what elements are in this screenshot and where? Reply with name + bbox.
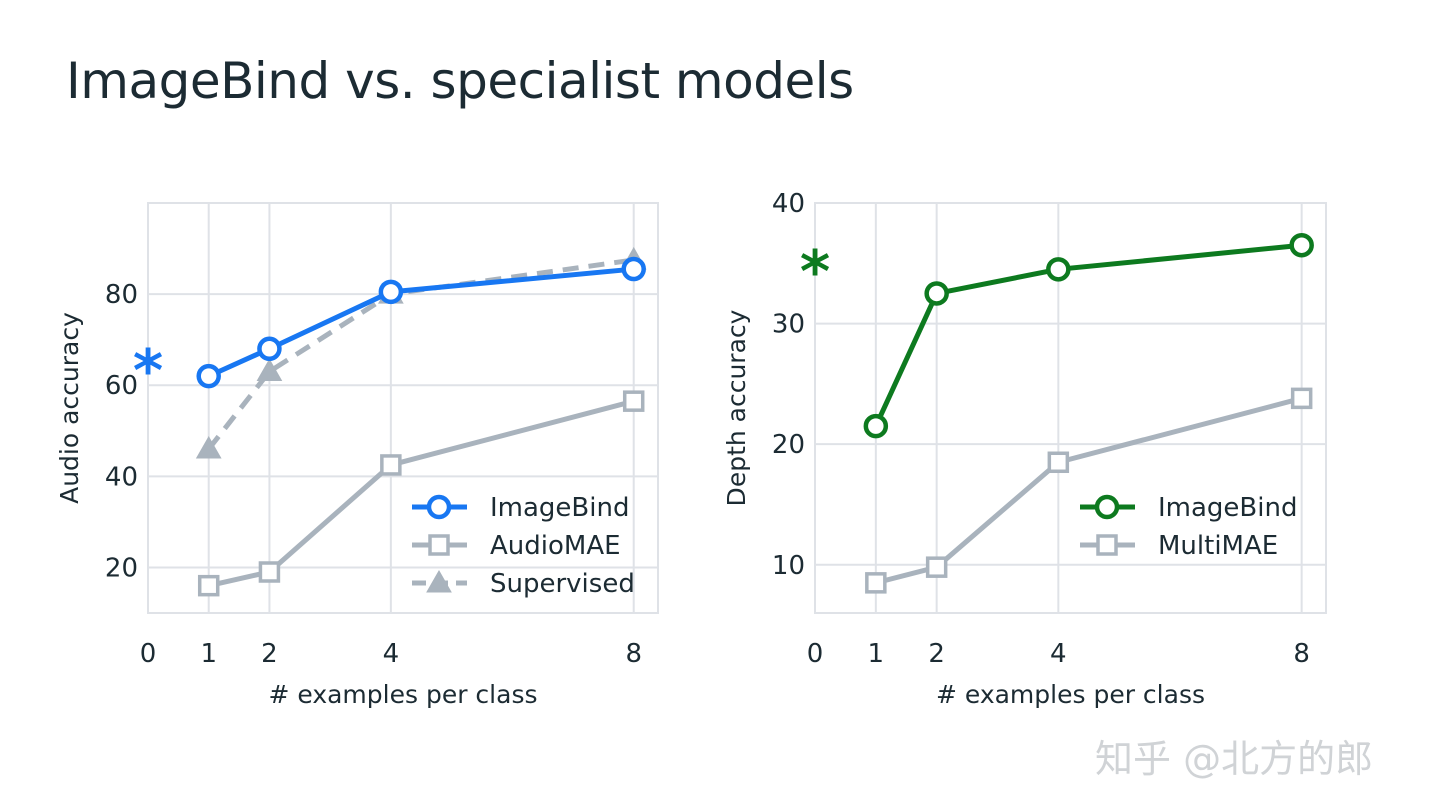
legend-marker xyxy=(1096,534,1118,556)
legend-marker xyxy=(426,494,452,520)
legend-label: AudioMAE xyxy=(490,531,621,561)
data-point xyxy=(1290,387,1313,410)
x-axis-label: # examples per class xyxy=(268,680,537,709)
y-tick-label: 10 xyxy=(772,551,805,581)
y-tick-label: 60 xyxy=(105,371,138,401)
data-point xyxy=(1289,232,1314,258)
series-multimae xyxy=(865,387,1313,594)
x-tick-label: 1 xyxy=(200,639,217,669)
y-tick-label: 40 xyxy=(105,462,138,492)
legend-label: ImageBind xyxy=(1158,493,1297,523)
data-point xyxy=(863,413,889,439)
legend-label: ImageBind xyxy=(490,493,629,523)
x-tick-label: 1 xyxy=(868,639,885,669)
data-point xyxy=(380,454,402,476)
legend-marker xyxy=(1094,494,1120,520)
data-point xyxy=(197,574,220,597)
data-point xyxy=(196,363,221,389)
x-tick-label: 2 xyxy=(928,639,945,669)
chart-panel-2: 0 1 2 4 8 10 20 30 40 # examples per class Depth a… xyxy=(722,189,1327,709)
legend-label: Supervised xyxy=(490,569,635,599)
legend-label: MultiMAE xyxy=(1158,531,1278,561)
grid-lines xyxy=(147,202,659,614)
legend: ImageBind MultiMAE xyxy=(1080,493,1297,561)
y-axis-label: Depth accuracy xyxy=(722,309,751,506)
series-line xyxy=(207,266,634,379)
data-point xyxy=(622,390,645,412)
data-point xyxy=(195,435,222,459)
zero-shot-star-marker: * xyxy=(800,237,830,305)
x-tick-label: 0 xyxy=(807,639,824,669)
series-imagebind xyxy=(196,256,646,389)
y-tick-label: 40 xyxy=(772,189,805,219)
data-point xyxy=(258,561,281,583)
chart-panel-1: 0 1 2 4 8 20 40 60 80 # examples per class Audio a… xyxy=(55,202,659,709)
x-tick-label: 0 xyxy=(140,639,157,669)
series-line xyxy=(873,242,1302,428)
series-line xyxy=(208,398,635,589)
y-tick-label: 20 xyxy=(105,553,138,583)
page-title: ImageBind vs. specialist models xyxy=(66,52,854,110)
data-point xyxy=(924,281,949,306)
y-tick-label: 80 xyxy=(105,280,138,310)
data-point xyxy=(256,358,283,382)
data-point xyxy=(925,556,948,578)
legend-marker xyxy=(428,534,450,556)
series-audiomae xyxy=(197,390,645,597)
x-tick-label: 4 xyxy=(383,639,400,669)
data-point xyxy=(621,256,646,282)
series-imagebind xyxy=(863,232,1314,439)
y-axis-label: Audio accuracy xyxy=(55,312,84,504)
data-point xyxy=(378,279,404,305)
y-tick-label: 20 xyxy=(772,430,805,460)
x-tick-label: 2 xyxy=(261,639,278,669)
legend: ImageBind AudioMAE Supervised xyxy=(412,493,635,599)
plot-frame xyxy=(147,202,659,614)
data-point xyxy=(865,572,887,594)
watermark: 知乎 @北方的郎 xyxy=(1095,737,1374,781)
data-point xyxy=(257,336,282,362)
x-tick-label: 8 xyxy=(625,639,642,669)
data-point xyxy=(1047,451,1070,474)
series-line xyxy=(875,395,1303,586)
zero-shot-star-marker: * xyxy=(133,336,163,404)
series-line xyxy=(206,257,635,451)
legend-marker xyxy=(426,569,452,593)
x-axis-label: # examples per class xyxy=(936,680,1205,709)
x-tick-label: 4 xyxy=(1050,639,1067,669)
data-point xyxy=(1046,257,1071,282)
x-tick-label: 8 xyxy=(1293,639,1310,669)
y-tick-label: 30 xyxy=(772,310,805,340)
